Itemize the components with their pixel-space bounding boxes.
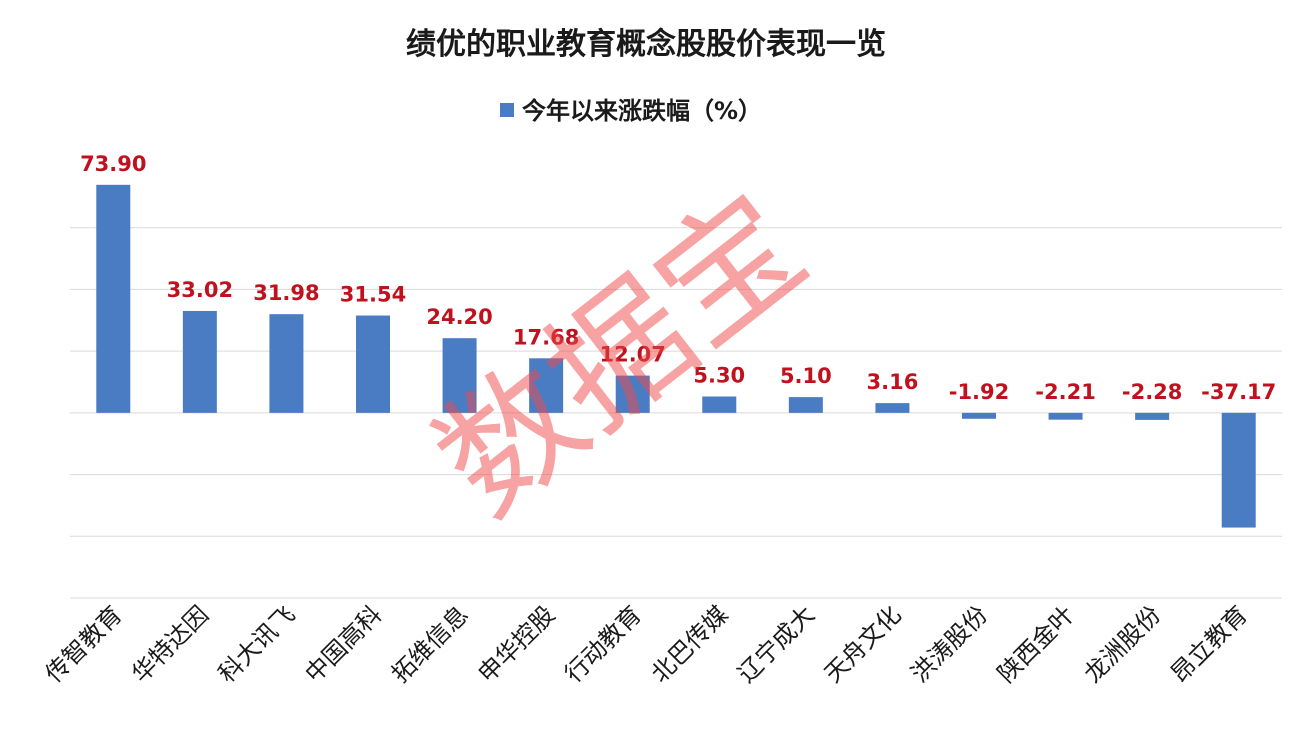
x-tick-label: 天舟文化 bbox=[819, 600, 907, 688]
x-tick-labels: 传智教育华特达因科大讯飞中国高科拓维信息申华控股行动教育北巴传媒辽宁成大天舟文化… bbox=[40, 600, 1253, 688]
bar bbox=[702, 396, 737, 413]
bar bbox=[615, 375, 650, 413]
bar bbox=[182, 310, 217, 413]
bar bbox=[788, 397, 823, 413]
bar bbox=[875, 403, 910, 413]
bar bbox=[356, 315, 390, 413]
data-label: 17.68 bbox=[513, 325, 579, 349]
data-label: 5.30 bbox=[693, 364, 745, 388]
bar bbox=[529, 358, 564, 413]
data-label: 31.98 bbox=[253, 281, 319, 305]
chart-title: 绩优的职业教育概念股股价表现一览 bbox=[406, 27, 886, 62]
x-tick-label: 科大讯飞 bbox=[213, 600, 301, 688]
data-labels: 73.90 33.02 31.98 31.54 24.20 17.68 12.07 5.30 5… bbox=[80, 152, 1276, 404]
data-label: 3.16 bbox=[867, 370, 919, 394]
bar bbox=[1221, 412, 1256, 528]
x-tick-label: 辽宁成大 bbox=[732, 600, 820, 688]
data-label: 33.02 bbox=[167, 278, 233, 302]
x-tick-label: 北巴传媒 bbox=[646, 600, 734, 688]
x-tick-label: 中国高科 bbox=[300, 600, 388, 688]
legend-swatch bbox=[500, 103, 514, 117]
x-tick-label: 陕西金叶 bbox=[992, 600, 1080, 688]
data-label: -37.17 bbox=[1201, 380, 1276, 404]
data-label: 24.20 bbox=[426, 305, 492, 329]
data-label: -1.92 bbox=[949, 380, 1010, 404]
data-label: 12.07 bbox=[599, 343, 665, 367]
bar bbox=[269, 314, 304, 413]
bars bbox=[96, 184, 1256, 528]
bar bbox=[1048, 412, 1083, 420]
data-label: 73.90 bbox=[80, 152, 146, 176]
data-label: -2.21 bbox=[1035, 380, 1096, 404]
data-label: 5.10 bbox=[780, 364, 832, 388]
x-tick-label: 传智教育 bbox=[40, 600, 128, 688]
bar bbox=[442, 338, 477, 413]
x-tick-label: 行动教育 bbox=[559, 600, 647, 688]
bar bbox=[962, 412, 996, 419]
x-tick-label: 申华控股 bbox=[473, 600, 561, 688]
legend-label: 今年以来涨跌幅（%） bbox=[522, 97, 762, 125]
bar bbox=[96, 184, 131, 413]
x-tick-label: 拓维信息 bbox=[386, 600, 474, 688]
data-label: 31.54 bbox=[340, 283, 406, 307]
x-tick-label: 昂立教育 bbox=[1165, 600, 1253, 688]
bar bbox=[1135, 412, 1170, 420]
data-label: -2.28 bbox=[1122, 380, 1183, 404]
x-tick-label: 洪涛股份 bbox=[906, 600, 994, 688]
x-tick-label: 龙洲股份 bbox=[1079, 600, 1167, 688]
legend: 今年以来涨跌幅（%） bbox=[500, 97, 762, 125]
x-tick-label: 华特达因 bbox=[126, 600, 214, 688]
